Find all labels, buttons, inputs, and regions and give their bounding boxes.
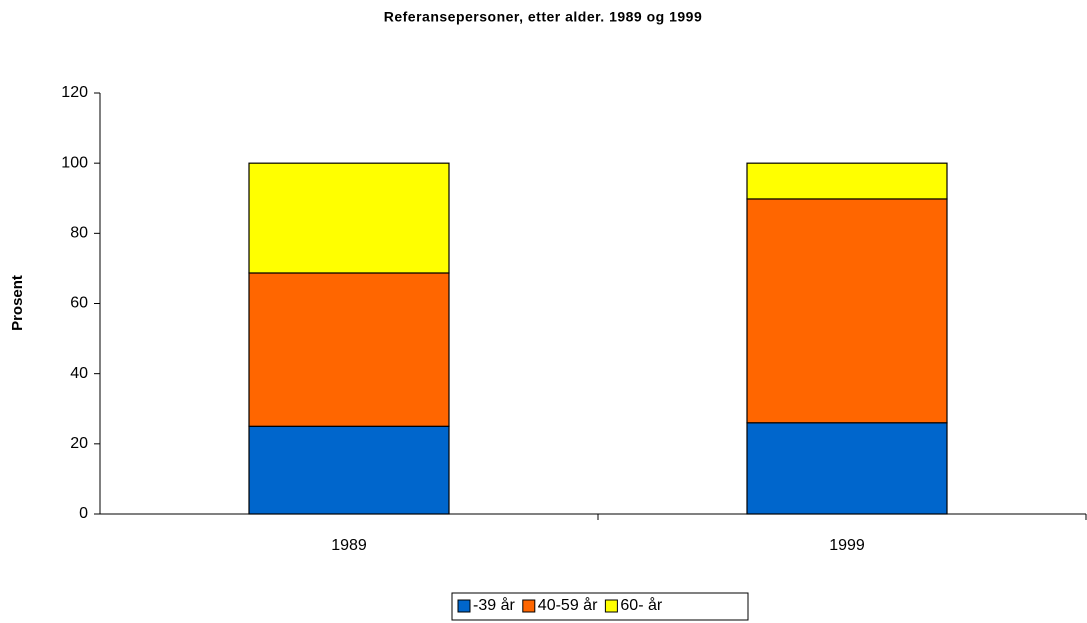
legend-swatch: [457, 599, 471, 613]
x-tick-label: 1989: [331, 537, 367, 554]
y-tick-label: 80: [70, 225, 88, 242]
y-axis-label: Prosent: [9, 275, 26, 331]
legend-label: 60- år: [620, 596, 662, 614]
chart-title: Referansepersoner, etter alder. 1989 og …: [384, 9, 703, 25]
legend-label: 40-59 år: [538, 596, 598, 614]
y-tick-label: 100: [61, 154, 88, 171]
y-tick-label: 0: [79, 505, 88, 522]
bar-segment: [746, 162, 948, 200]
legend-label: -39 år: [473, 596, 515, 614]
bar-segment: [248, 272, 450, 427]
y-tick-label: 20: [70, 435, 88, 452]
bar-segment: [248, 162, 450, 274]
bar-segment: [248, 425, 450, 515]
y-tick-label: 120: [61, 84, 88, 101]
y-tick-label: 40: [70, 365, 88, 382]
legend-swatch: [522, 599, 536, 613]
bar-segment: [746, 422, 948, 515]
bar-segment: [746, 198, 948, 424]
legend-swatch: [604, 599, 618, 613]
legend: [451, 592, 749, 621]
y-tick-label: 60: [70, 295, 88, 312]
x-tick-label: 1999: [829, 537, 865, 554]
